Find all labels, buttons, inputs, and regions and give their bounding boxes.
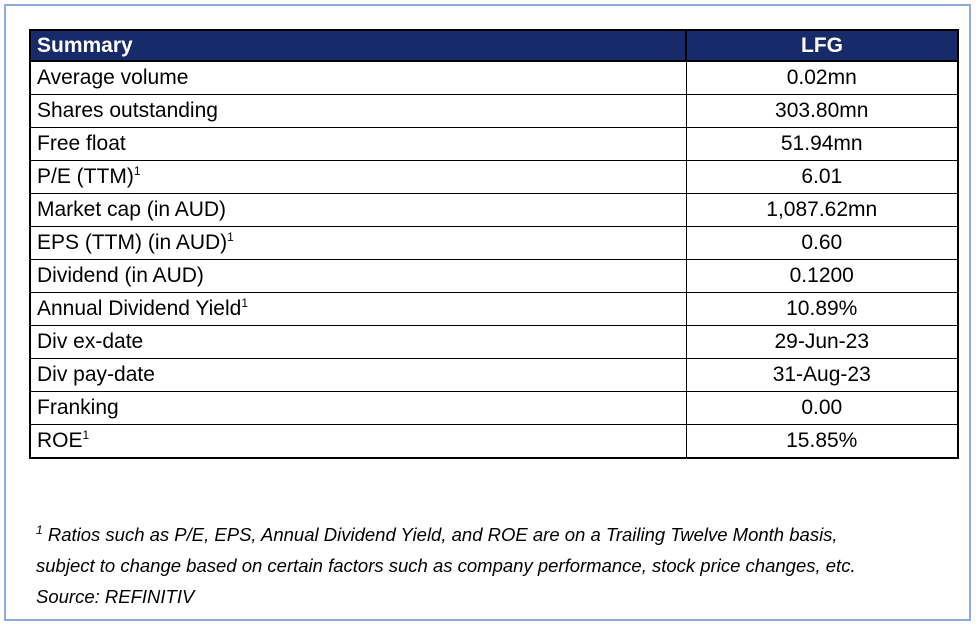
- row-label: Free float: [29, 127, 687, 161]
- footnote-line-1: 1 Ratios such as P/E, EPS, Annual Divide…: [36, 522, 838, 545]
- row-label: Div pay-date: [29, 358, 687, 392]
- row-label: P/E (TTM)1: [29, 160, 687, 194]
- table-row: Franking 0.00: [29, 391, 959, 425]
- footnotes: 1 Ratios such as P/E, EPS, Annual Divide…: [36, 519, 956, 612]
- table-row: Dividend (in AUD) 0.1200: [29, 259, 959, 293]
- row-value: 51.94mn: [685, 127, 959, 161]
- table-row: Div ex-date 29-Jun-23: [29, 325, 959, 359]
- footnote-line-2: subject to change based on certain facto…: [36, 555, 856, 576]
- row-label: Franking: [29, 391, 687, 425]
- row-value: 303.80mn: [685, 94, 959, 128]
- footnote-marker: 1: [36, 522, 43, 537]
- footnote-marker: 1: [227, 230, 234, 244]
- row-label: ROE1: [29, 424, 687, 459]
- row-label: Market cap (in AUD): [29, 193, 687, 227]
- summary-frame: Summary LFG Average volume 0.02mn Shares…: [4, 4, 971, 621]
- row-value: 0.02mn: [685, 60, 959, 95]
- row-label: Annual Dividend Yield1: [29, 292, 687, 326]
- row-value: 6.01: [685, 160, 959, 194]
- header-summary: Summary: [29, 29, 687, 62]
- row-value: 29-Jun-23: [685, 325, 959, 359]
- row-label: Average volume: [29, 60, 687, 95]
- row-value: 0.60: [685, 226, 959, 260]
- header-ticker: LFG: [685, 29, 959, 62]
- row-value: 0.1200: [685, 259, 959, 293]
- row-label: Dividend (in AUD): [29, 259, 687, 293]
- table-row: P/E (TTM)1 6.01: [29, 160, 959, 194]
- table-row: Shares outstanding 303.80mn: [29, 94, 959, 128]
- table-row: Div pay-date 31-Aug-23: [29, 358, 959, 392]
- summary-table: Summary LFG Average volume 0.02mn Shares…: [29, 29, 959, 459]
- source-note: Source: REFINITIV: [36, 586, 195, 607]
- footnote-marker: 1: [133, 164, 141, 178]
- table-row: Free float 51.94mn: [29, 127, 959, 161]
- row-value: 1,087.62mn: [685, 193, 959, 227]
- table-row: Annual Dividend Yield1 10.89%: [29, 292, 959, 326]
- table-row: ROE1 15.85%: [29, 424, 959, 459]
- row-value: 15.85%: [685, 424, 959, 459]
- footnote-marker: 1: [241, 296, 248, 310]
- row-value: 0.00: [685, 391, 959, 425]
- table-row: EPS (TTM) (in AUD)1 0.60: [29, 226, 959, 260]
- row-value: 31-Aug-23: [685, 358, 959, 392]
- table-row: Market cap (in AUD) 1,087.62mn: [29, 193, 959, 227]
- row-label: Shares outstanding: [29, 94, 687, 128]
- footnote-marker: 1: [82, 428, 90, 442]
- row-label: Div ex-date: [29, 325, 687, 359]
- row-label: EPS (TTM) (in AUD)1: [29, 226, 687, 260]
- table-row: Average volume 0.02mn: [29, 60, 959, 95]
- row-value: 10.89%: [685, 292, 959, 326]
- table-header-row: Summary LFG: [29, 29, 959, 62]
